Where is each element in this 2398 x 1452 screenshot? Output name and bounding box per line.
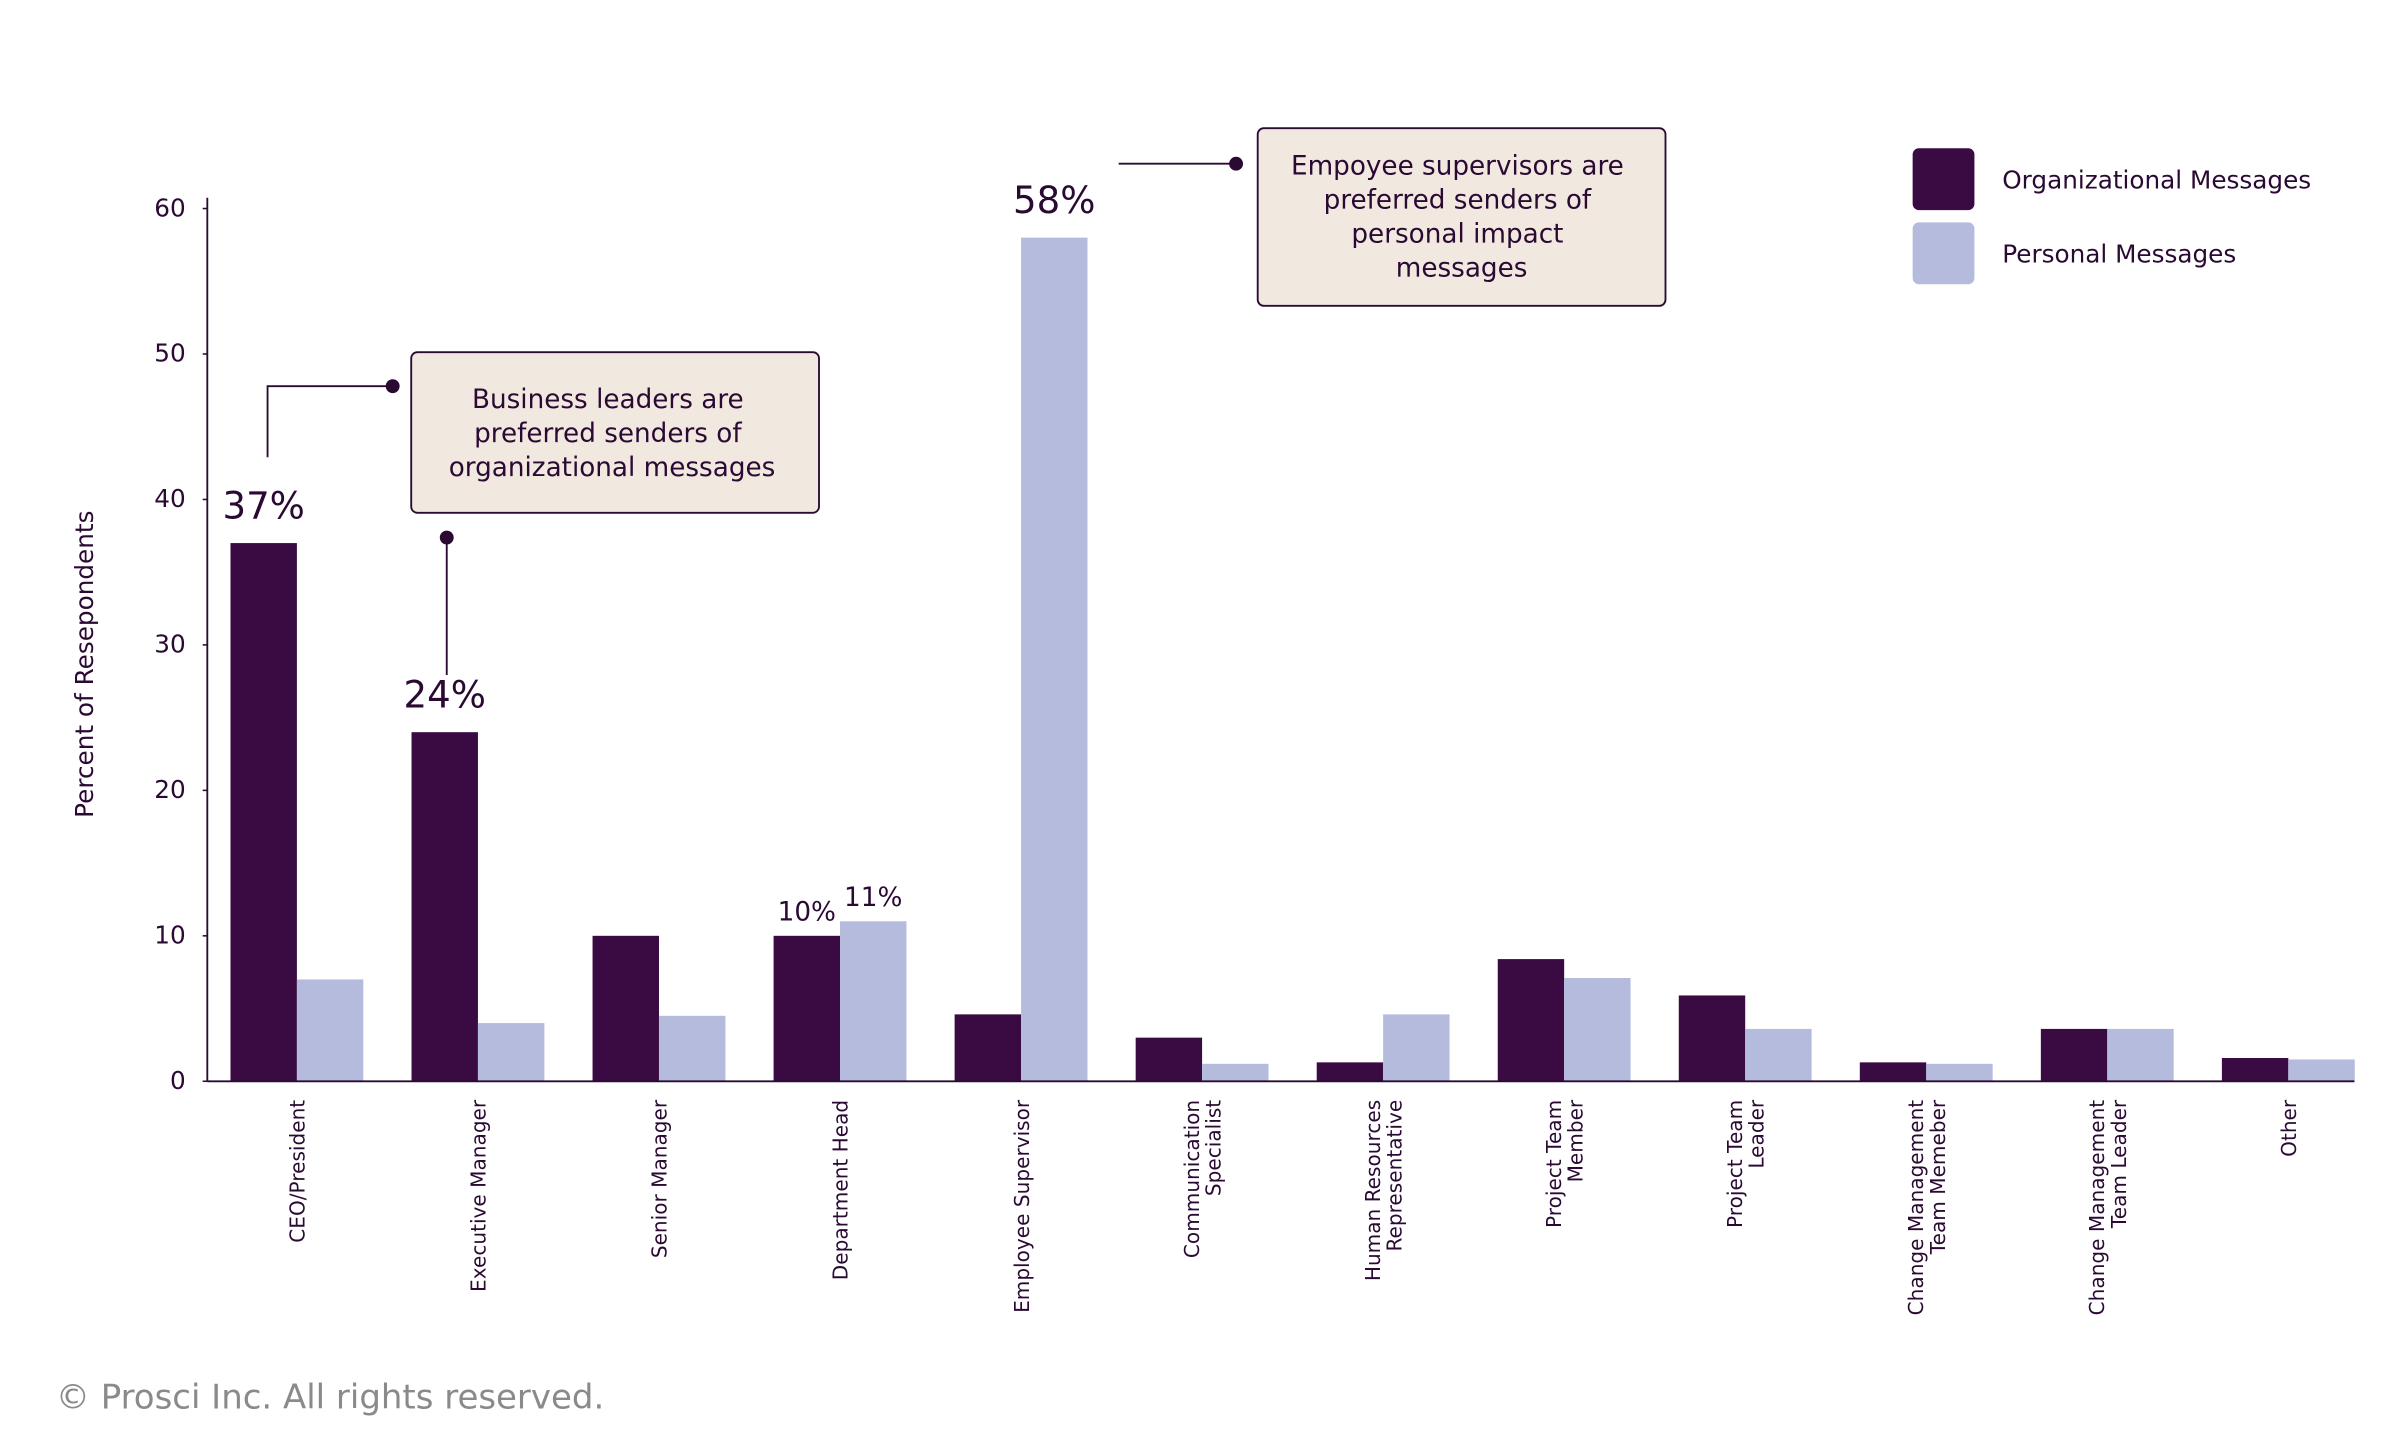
- x-tick-label: Project TeamMember: [1542, 1099, 1588, 1228]
- x-tick-label: Human ResourcesRepresentative: [1361, 1100, 1407, 1281]
- x-tick-label-line: Leader: [1745, 1099, 1769, 1169]
- value-label: 58%: [1013, 179, 1095, 222]
- bar: [1383, 1014, 1450, 1082]
- x-tick-label-line: Project Team: [1542, 1100, 1566, 1228]
- bar: [1926, 1063, 1993, 1082]
- x-tick-label: Change ManagementTeam Memeber: [1904, 1099, 1950, 1315]
- bar: [230, 543, 297, 1082]
- x-tick-label: Change ManagementTeam Leader: [2085, 1099, 2131, 1315]
- x-tick-label-line: Human Resources: [1361, 1100, 1385, 1281]
- value-label: 37%: [223, 484, 305, 527]
- x-tick-label: Employee Supervisor: [1010, 1099, 1034, 1313]
- footer: © Prosci Inc. All rights reserved.: [56, 1378, 604, 1418]
- x-tick-label: Senior Manager: [648, 1099, 672, 1258]
- bar: [1021, 237, 1088, 1082]
- y-tick-label: 40: [154, 484, 185, 513]
- x-tick-label-line: Member: [1564, 1099, 1588, 1182]
- bar: [1497, 959, 1565, 1082]
- bar: [840, 921, 907, 1082]
- bar: [1202, 1063, 1269, 1082]
- value-label: 24%: [404, 673, 486, 716]
- x-tick-label: Department Head: [829, 1100, 853, 1280]
- legend-swatch: [1912, 222, 1975, 285]
- connector-dot: [1229, 156, 1244, 171]
- annotation-box: [410, 351, 820, 514]
- bar: [1745, 1028, 1812, 1082]
- x-tick-label-line: Team Memeber: [1926, 1099, 1950, 1255]
- x-tick-label-line: Senior Manager: [648, 1099, 672, 1258]
- y-tick-label: 20: [154, 775, 185, 804]
- bar: [2040, 1028, 2108, 1082]
- bar: [411, 732, 478, 1082]
- x-tick-label-line: Other: [2277, 1099, 2301, 1157]
- x-tick-label: CEO/President: [286, 1100, 310, 1243]
- x-tick-label-line: Project Team: [1723, 1100, 1747, 1228]
- y-tick-label: 50: [154, 339, 185, 368]
- annotation: Business leaders are preferred senders o…: [449, 385, 776, 483]
- connector: [266, 385, 393, 458]
- y-tick-label: 0: [170, 1066, 186, 1095]
- bar: [1135, 1037, 1203, 1082]
- x-tick-label-line: Representative: [1383, 1100, 1407, 1252]
- bar: [296, 979, 364, 1082]
- x-tick-label-line: Department Head: [829, 1100, 853, 1280]
- bar: [2221, 1058, 2289, 1082]
- y-tick-label: 10: [154, 921, 185, 950]
- bar: [1316, 1062, 1384, 1082]
- value-label: 10%: [778, 897, 836, 927]
- bar: [592, 935, 659, 1082]
- x-tick-label-line: Executive Manager: [467, 1099, 491, 1292]
- bar: [1859, 1062, 1927, 1082]
- annotation-box: [1256, 127, 1667, 307]
- bar: [773, 935, 841, 1082]
- x-tick-label-line: Communication: [1180, 1100, 1204, 1258]
- bar: [658, 1015, 726, 1082]
- x-tick-label: Executive Manager: [467, 1099, 491, 1292]
- bar: [1564, 978, 1631, 1082]
- x-tick-label-line: CEO/President: [286, 1100, 310, 1243]
- legend-swatch: [1912, 148, 1975, 211]
- bar: [1678, 995, 1746, 1082]
- value-label: 11%: [844, 883, 902, 913]
- x-tick-label-line: Team Leader: [2107, 1099, 2131, 1229]
- x-tick-label: Project TeamLeader: [1723, 1099, 1769, 1228]
- connector-dot: [439, 530, 454, 545]
- y-axis-label: Percent of Resepondents: [70, 511, 99, 818]
- legend-label: Organizational Messages: [2002, 165, 2311, 194]
- bar: [2288, 1059, 2355, 1082]
- x-tick-label-line: Specialist: [1202, 1100, 1226, 1196]
- x-tick-label: Other: [2277, 1099, 2301, 1157]
- bar: [477, 1023, 545, 1082]
- y-tick-label: 30: [154, 630, 185, 659]
- y-tick-label: 60: [154, 193, 185, 222]
- bar: [954, 1014, 1022, 1082]
- legend-label: Personal Messages: [2002, 240, 2236, 269]
- connector-dot: [385, 379, 400, 394]
- x-tick-label: CommunicationSpecialist: [1180, 1100, 1226, 1258]
- x-tick-label-line: Change Management: [1904, 1100, 1928, 1316]
- annotation: Empoyee supervisors are preferred sender…: [1291, 152, 1632, 284]
- x-tick-label-line: Employee Supervisor: [1010, 1099, 1034, 1313]
- x-tick-label-line: Change Management: [2085, 1100, 2109, 1316]
- bar: [2107, 1028, 2174, 1082]
